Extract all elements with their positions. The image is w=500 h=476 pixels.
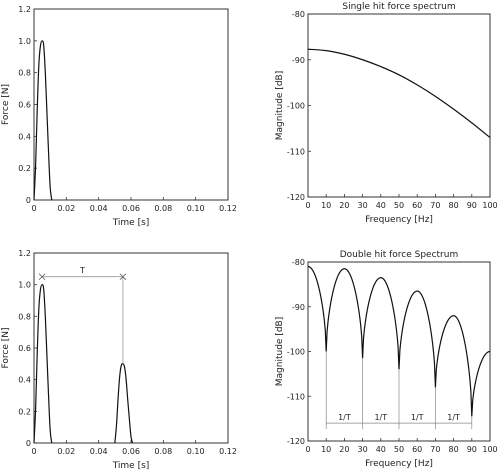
x-tick-label: 10 [321,445,331,454]
y-tick-label: -90 [292,56,305,65]
y-tick-label: -90 [292,303,305,312]
single-hit-spectrum-chart: 0 10 20 30 40 50 60 70 80 90 100 -80 -90 -100 -110 -120… [275,2,498,225]
y-tick-label: 0.6 [18,344,31,353]
x-tick-label: 50 [394,201,404,210]
y-tick-label: 1.2 [18,249,31,258]
y-tick-label: -100 [287,102,305,111]
x-tick-label: 0 [31,204,36,213]
x-tick-label: 20 [339,201,349,210]
x-tick-label: 0.06 [122,204,140,213]
period-label: T [79,266,85,275]
x-tick-label: 60 [412,201,422,210]
chart-title: Single hit force spectrum [342,2,455,12]
period-1-over-t-label: 1/T [447,413,460,422]
x-axis-label: Frequency [Hz] [365,459,433,469]
y-tick-label: 1.0 [18,37,31,46]
single-hit-spectrum-line [307,48,491,138]
x-tick-label: 0.02 [57,447,75,456]
y-tick-label: 1.0 [18,281,31,290]
y-tick-label: 0 [26,439,31,448]
plot-frame [33,252,229,444]
y-tick-label: -100 [287,348,305,357]
x-axis-label: Frequency [Hz] [365,215,433,225]
y-tick-label: -120 [287,193,305,202]
y-tick-label: 0.2 [18,164,31,173]
x-tick-label: 0 [305,445,310,454]
x-tick-label: 80 [449,445,459,454]
plot-frame [307,13,491,198]
x-tick-label: 0.02 [57,204,75,213]
double-hit-force-chart: 0 0.02 0.04 0.06 0.08 0.10 0.12 0 0.2 0.4 0.6 0.8 1.… [1,249,237,471]
x-tick-label: 10 [321,201,331,210]
period-cross-mark [38,273,46,281]
period-1-over-t-label: 1/T [338,413,351,422]
x-axis-label: Time [s] [112,461,150,471]
x-tick-label: 70 [430,445,440,454]
period-1-over-t-label: 1/T [411,413,424,422]
x-tick-label: 50 [394,445,404,454]
y-tick-label: -80 [292,258,305,267]
x-tick-label: 0 [31,447,36,456]
y-axis-label: Magnitude [dB] [275,71,285,140]
x-tick-label: 30 [358,445,368,454]
y-tick-label: -110 [287,392,305,401]
x-tick-label: 0.08 [154,204,172,213]
y-axis-label: Force [N] [1,84,11,125]
x-tick-label: 90 [467,445,477,454]
y-tick-label: 0.8 [18,69,31,78]
y-axis-label: Magnitude [dB] [275,317,285,386]
x-tick-label: 30 [358,201,368,210]
plot-frame [33,8,229,201]
y-tick-label: -80 [292,10,305,19]
chart-title: Double hit force Spectrum [340,250,458,260]
x-tick-label: 90 [467,201,477,210]
y-tick-label: -120 [287,437,305,446]
x-axis-label: Time [s] [112,218,150,228]
x-tick-label: 80 [449,201,459,210]
y-tick-label: 0.8 [18,312,31,321]
x-tick-label: 100 [482,445,497,454]
x-tick-label: 40 [376,445,386,454]
y-tick-label: 1.2 [18,5,31,14]
force-pulse-line [33,40,53,201]
period-1-over-t-label: 1/T [374,413,387,422]
y-tick-label: 0.4 [18,132,31,141]
x-tick-label: 20 [339,445,349,454]
y-axis-label: Force [N] [1,328,11,369]
y-tick-label: -110 [287,147,305,156]
x-tick-label: 0.12 [219,447,237,456]
y-tick-label: 0.4 [18,376,31,385]
x-tick-label: 60 [412,445,422,454]
x-tick-label: 0.04 [90,204,108,213]
x-tick-label: 0.10 [187,204,205,213]
y-tick-label: 0.6 [18,101,31,110]
x-tick-label: 100 [482,201,497,210]
x-tick-label: 40 [376,201,386,210]
period-cross-mark [119,273,127,281]
x-tick-label: 0.10 [187,447,205,456]
x-tick-label: 0.08 [154,447,172,456]
double-hit-spectrum-chart: 0 10 20 30 40 50 60 70 80 90 100 -80 -90 -100 -110 -120… [275,250,498,469]
x-tick-label: 0 [305,201,310,210]
force-pulse-chart: 0 0.02 0.04 0.06 0.08 0.10 0.12 0 0.2 0.4 0.6 0.8 1.… [1,5,237,228]
second-hit-line [114,363,134,444]
y-tick-label: 0 [26,196,31,205]
x-tick-label: 70 [430,201,440,210]
x-tick-label: 0.12 [219,204,237,213]
first-hit-line [33,284,53,444]
x-tick-label: 0.04 [90,447,108,456]
y-tick-label: 0.2 [18,407,31,416]
x-tick-label: 0.06 [122,447,140,456]
